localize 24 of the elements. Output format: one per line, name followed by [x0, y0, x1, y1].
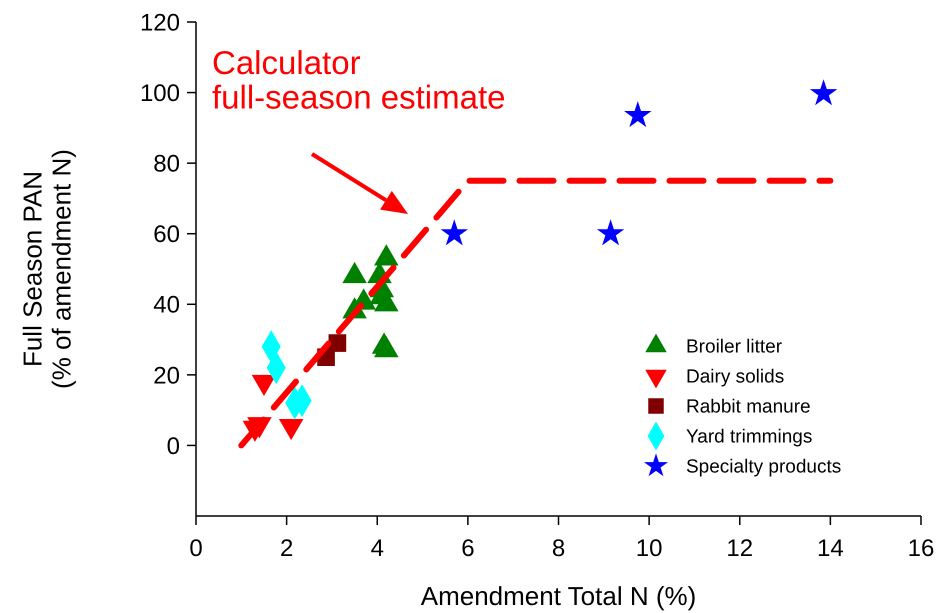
x-tick-label: 16	[908, 535, 934, 562]
y-tick-label: 80	[153, 150, 180, 178]
x-tick-label: 2	[280, 535, 294, 562]
x-tick-label: 4	[370, 535, 384, 562]
x-tick-label: 10	[636, 535, 662, 562]
annotation: Calculator full-season estimate	[212, 44, 506, 116]
legend-label: Dairy solids	[686, 366, 784, 388]
x-tick-label: 0	[189, 535, 203, 562]
y-tick-label: 120	[140, 9, 180, 36]
y-tick-label: 60	[153, 221, 180, 248]
y-axis-title: Full Season PAN (% of amendment N)	[18, 149, 76, 389]
x-tick-label: 8	[552, 535, 566, 562]
x-tick-label: 12	[726, 535, 754, 562]
legend-label: Yard trimmings	[686, 426, 812, 448]
legend-label: Rabbit manure	[686, 396, 811, 418]
x-tick-label: 6	[461, 535, 475, 562]
x-axis-title: Amendment Total N (%)	[420, 581, 696, 611]
y-tick-label: 100	[140, 80, 180, 107]
x-tick-label: 14	[817, 535, 844, 562]
y-tick-label: 40	[153, 292, 180, 319]
legend-label: Broiler litter	[686, 336, 783, 358]
y-tick-label: 20	[153, 362, 180, 390]
legend-label: Specialty products	[686, 456, 842, 478]
y-tick-label: 0	[166, 432, 180, 460]
